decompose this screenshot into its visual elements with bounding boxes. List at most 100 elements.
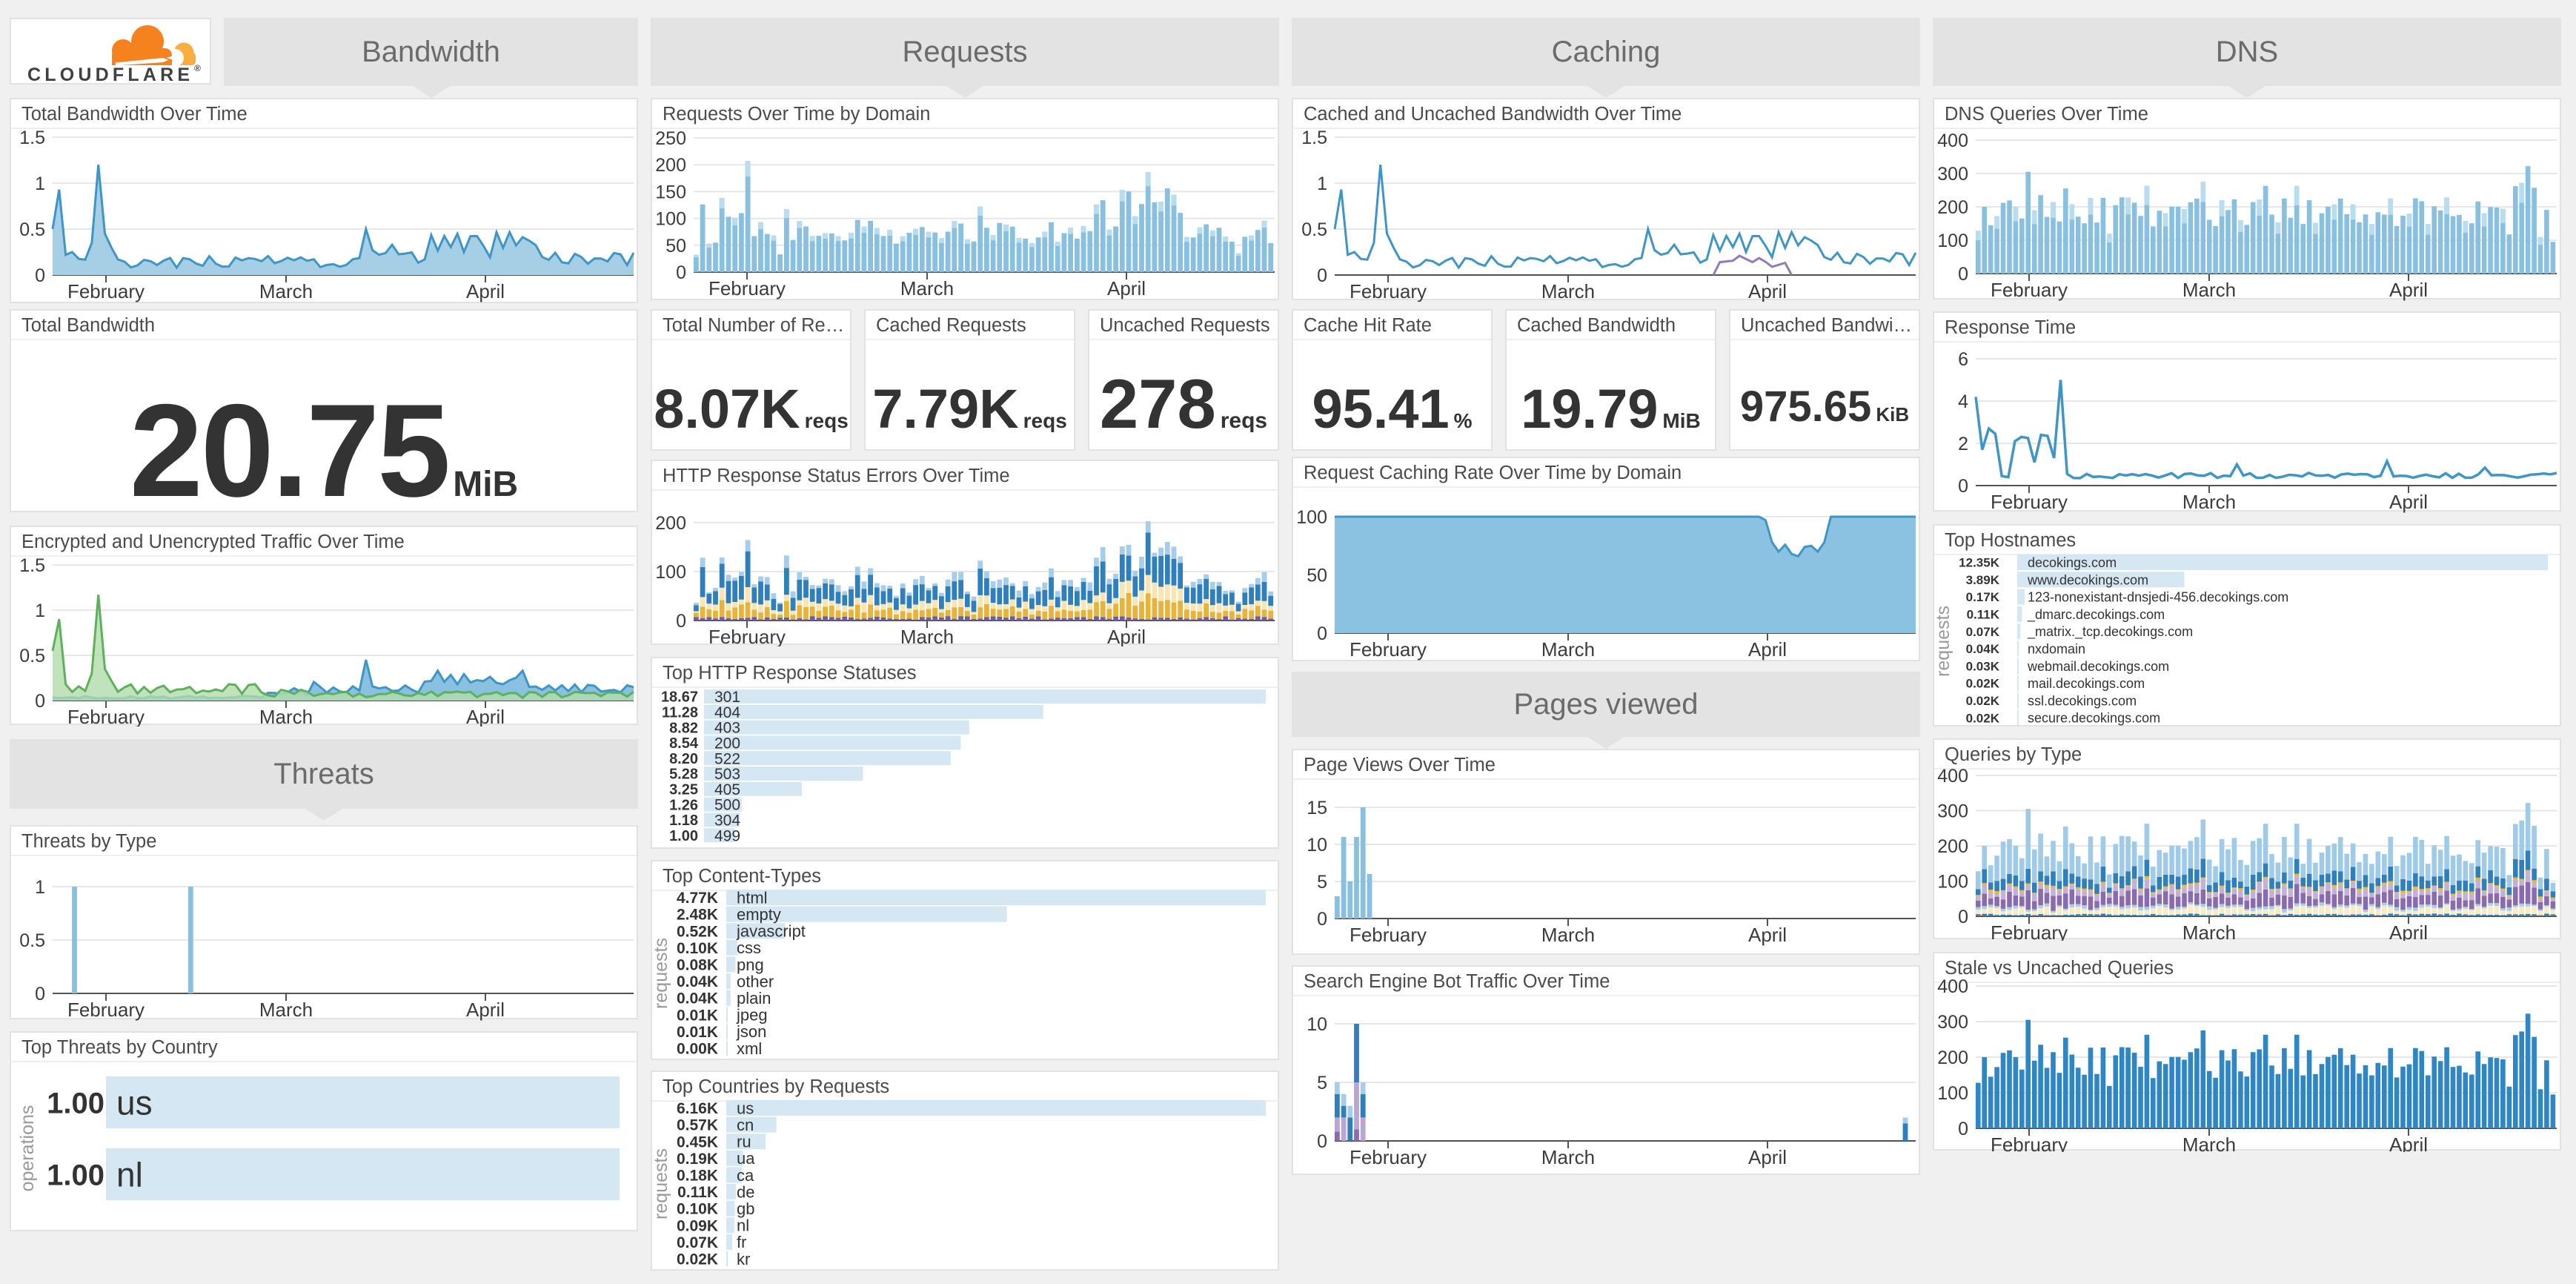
svg-text:150: 150 [655, 182, 686, 202]
svg-text:1: 1 [1317, 173, 1327, 194]
svg-text:100: 100 [1296, 507, 1327, 528]
svg-text:February: February [67, 280, 145, 302]
svg-text:ru: ru [737, 1133, 751, 1151]
svg-text:gb: gb [737, 1199, 754, 1218]
svg-text:0: 0 [1317, 623, 1327, 644]
svg-text:1.00: 1.00 [47, 1087, 104, 1119]
svg-text:4: 4 [1958, 391, 1968, 412]
svg-text:requests: requests [652, 1148, 671, 1220]
svg-text:0: 0 [1958, 907, 1968, 927]
svg-text:February: February [1350, 638, 1427, 661]
svg-text:200: 200 [1937, 197, 1968, 218]
svg-text:April: April [2389, 279, 2428, 301]
svg-text:February: February [708, 626, 786, 646]
svg-text:other: other [737, 972, 774, 990]
svg-text:0.02K: 0.02K [1966, 711, 2000, 725]
svg-text:0.10K: 0.10K [677, 940, 718, 957]
svg-text:fr: fr [737, 1233, 746, 1251]
svg-text:March: March [2182, 491, 2236, 513]
svg-text:0.11K: 0.11K [677, 1184, 718, 1201]
svg-text:18.67: 18.67 [661, 689, 698, 706]
svg-text:empty: empty [737, 905, 781, 924]
svg-text:0.17K: 0.17K [1966, 590, 2000, 604]
svg-text:April: April [1748, 638, 1787, 661]
svg-text:February: February [67, 999, 145, 1021]
svg-text:0: 0 [35, 265, 45, 286]
svg-text:®: ® [194, 63, 201, 73]
svg-text:jpeg: jpeg [736, 1006, 768, 1025]
svg-text:6: 6 [1958, 349, 1968, 370]
svg-text:403: 403 [714, 720, 740, 737]
svg-text:0: 0 [1958, 1119, 1968, 1139]
svg-text:5.28: 5.28 [669, 767, 698, 783]
svg-text:0.04K: 0.04K [677, 990, 718, 1007]
svg-text:March: March [2182, 1134, 2236, 1152]
svg-text:400: 400 [1937, 766, 1968, 787]
svg-text:300: 300 [1937, 801, 1968, 822]
svg-text:requests: requests [652, 938, 671, 1009]
svg-text:February: February [67, 706, 145, 727]
svg-text:March: March [1541, 638, 1595, 661]
svg-text:11.28: 11.28 [662, 705, 698, 721]
svg-text:12.35K: 12.35K [1959, 556, 2000, 570]
svg-text:0.5: 0.5 [19, 930, 45, 951]
svg-text:February: February [1350, 1146, 1427, 1168]
svg-text:March: March [1541, 280, 1595, 302]
svg-text:0.02K: 0.02K [677, 1251, 718, 1268]
svg-text:1.5: 1.5 [19, 128, 45, 148]
svg-text:6.16K: 6.16K [677, 1100, 718, 1117]
svg-text:0.45K: 0.45K [677, 1134, 718, 1151]
svg-text:cn: cn [737, 1116, 754, 1134]
svg-text:0: 0 [1317, 265, 1327, 286]
svg-text:css: css [737, 939, 761, 957]
svg-text:ssl.decokings.com: ssl.decokings.com [2028, 693, 2137, 708]
svg-text:March: March [259, 706, 313, 727]
svg-text:5: 5 [1317, 872, 1327, 893]
svg-text:0.09K: 0.09K [677, 1217, 718, 1234]
svg-text:200: 200 [655, 513, 686, 534]
svg-text:0: 0 [1317, 1131, 1327, 1152]
svg-text:operations: operations [17, 1105, 38, 1192]
svg-text:0.57K: 0.57K [677, 1117, 718, 1134]
svg-text:200: 200 [1937, 836, 1968, 857]
svg-text:0.52K: 0.52K [677, 923, 718, 940]
svg-text:CLOUDFLARE: CLOUDFLARE [27, 64, 193, 85]
svg-text:0.01K: 0.01K [677, 1007, 718, 1024]
svg-text:0.02K: 0.02K [1966, 694, 2000, 708]
svg-text:0: 0 [35, 984, 45, 1005]
svg-text:decokings.com: decokings.com [2028, 555, 2117, 570]
svg-text:xml: xml [737, 1039, 762, 1058]
svg-text:1.18: 1.18 [669, 813, 698, 829]
svg-text:mail.decokings.com: mail.decokings.com [2028, 676, 2145, 691]
svg-text:200: 200 [655, 155, 686, 176]
svg-text:0.5: 0.5 [19, 646, 45, 666]
svg-text:50: 50 [1307, 566, 1327, 586]
svg-text:April: April [1748, 1146, 1787, 1168]
svg-text:0: 0 [676, 262, 686, 283]
svg-text:50: 50 [665, 236, 686, 257]
svg-text:4.77K: 4.77K [677, 890, 718, 907]
svg-text:404: 404 [714, 704, 740, 721]
svg-text:8.20: 8.20 [669, 751, 698, 767]
svg-text:10: 10 [1307, 835, 1327, 856]
svg-text:1.00: 1.00 [669, 828, 698, 844]
svg-text:April: April [1748, 280, 1787, 302]
svg-text:500: 500 [714, 797, 740, 814]
svg-text:8.82: 8.82 [669, 720, 698, 736]
svg-text:8.54: 8.54 [669, 735, 699, 752]
svg-text:0.5: 0.5 [19, 219, 45, 240]
svg-text:_matrix._tcp.decokings.com: _matrix._tcp.decokings.com [2027, 624, 2193, 640]
svg-text:1.26: 1.26 [669, 797, 698, 813]
svg-text:304: 304 [714, 813, 740, 830]
svg-text:json: json [736, 1022, 766, 1041]
svg-text:www.decokings.com: www.decokings.com [2027, 572, 2148, 587]
svg-text:February: February [1350, 280, 1427, 302]
svg-text:nl: nl [116, 1156, 143, 1194]
svg-text:100: 100 [655, 562, 686, 583]
svg-text:200: 200 [714, 735, 740, 752]
svg-text:503: 503 [714, 766, 740, 783]
svg-text:0.04K: 0.04K [677, 973, 718, 990]
svg-text:3.89K: 3.89K [1966, 573, 2000, 587]
svg-text:0: 0 [1958, 476, 1968, 497]
svg-text:0.08K: 0.08K [677, 957, 718, 974]
